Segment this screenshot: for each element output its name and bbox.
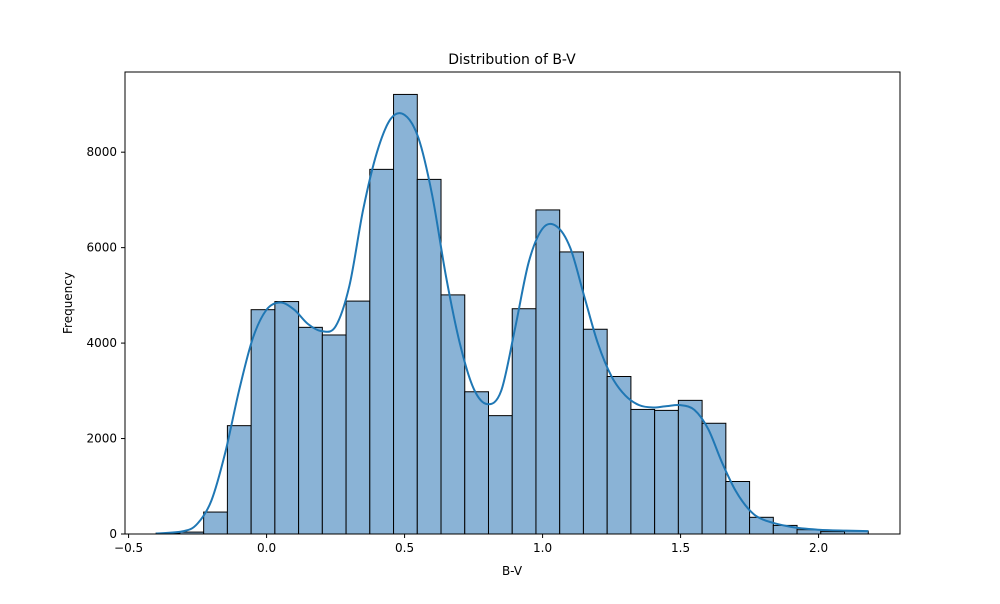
histogram-bar [677,399,703,535]
histogram-bar [654,409,679,535]
histogram-bars [155,93,869,535]
plot-frame [124,71,901,535]
histogram-bar [226,425,252,535]
x-tick-label: 0.0 [257,541,276,555]
histogram-bar [725,481,751,535]
y-tick-label: 4000 [86,336,117,350]
histogram-bar [250,309,276,535]
x-axis-label: B-V [502,564,523,578]
histogram-bar [393,93,418,535]
y-tick-label: 2000 [86,432,117,446]
histogram-bar [440,294,466,535]
kde-line [156,112,869,535]
histogram-bar [511,308,537,535]
histogram-bar [345,300,371,535]
x-tick-label: 1.5 [671,541,690,555]
histogram-bar [559,251,584,535]
y-axis-label: Frequency [61,272,75,334]
histogram-bar [203,511,228,535]
histogram-bar [630,408,656,535]
x-tick-label: 2.0 [809,541,828,555]
x-tick-label: −0.5 [114,541,143,555]
histogram-bar [321,334,347,535]
kde-layer [156,112,869,535]
y-axis-ticks: 0 2000 4000 6000 8000 [86,145,125,541]
histogram-bar [298,326,323,535]
histogram-bar [274,301,300,535]
histogram-bar [487,415,513,535]
histogram-bar [606,376,632,535]
y-tick-label: 0 [109,527,117,541]
histogram-bar [464,391,489,535]
histogram-bar [416,178,442,535]
y-tick-label: 6000 [86,241,117,255]
x-tick-label: 1.0 [533,541,552,555]
y-tick-label: 8000 [86,145,117,159]
x-axis-ticks: −0.5 0.0 0.5 1.0 1.5 2.0 [114,534,828,555]
histogram-bar [535,209,561,535]
chart-title: Distribution of B-V [448,52,576,68]
histogram-bar [369,168,395,535]
x-tick-label: 0.5 [395,541,414,555]
